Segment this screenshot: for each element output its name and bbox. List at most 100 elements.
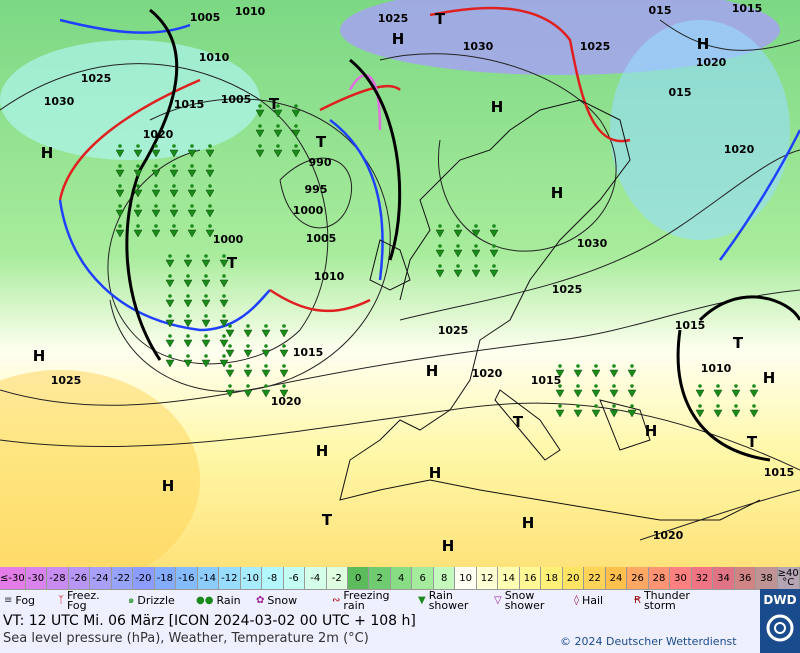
shower-dot (118, 224, 122, 228)
scale-label: 2 (376, 572, 383, 584)
pressure-center: T (269, 95, 280, 113)
legend-item: ●● Rain (192, 595, 246, 606)
scale-label: 34 (717, 572, 730, 584)
pressure-label: 1020 (724, 143, 755, 156)
shower-symbol (151, 189, 161, 198)
scale-label: -26 (70, 572, 88, 584)
legend-item: Ꞧ Thunder storm (630, 590, 700, 611)
shower-symbol (731, 389, 741, 398)
scale-cell: 30 (670, 567, 692, 589)
shower-dot (264, 344, 268, 348)
scale-cell: -18 (154, 567, 177, 589)
shower-symbol (489, 249, 499, 258)
pressure-center: T (513, 413, 524, 431)
shower-dot (204, 294, 208, 298)
shower-dot (186, 294, 190, 298)
legend-item: ✿ Snow (252, 595, 322, 606)
legend-icon: ●● (196, 595, 214, 606)
shower-dot (168, 354, 172, 358)
shower-symbol (243, 329, 253, 338)
scale-cell: -10 (240, 567, 263, 589)
scale-cell: 6 (412, 567, 434, 589)
shower-dot (190, 184, 194, 188)
description: Sea level pressure (hPa), Weather, Tempe… (3, 631, 369, 646)
shower-symbol (165, 279, 175, 288)
pressure-label: 1005 (306, 232, 337, 245)
legend-icon: ◊ (574, 595, 579, 606)
scale-cell: -22 (111, 567, 134, 589)
shower-dot (276, 104, 280, 108)
shower-symbol (183, 299, 193, 308)
shower-dot (190, 164, 194, 168)
shower-symbol (609, 389, 619, 398)
shower-symbol (205, 149, 215, 158)
shower-dot (228, 364, 232, 368)
scale-label: -16 (178, 572, 195, 584)
scale-cell: -16 (176, 567, 198, 589)
shower-symbol (279, 369, 289, 378)
shower-dot (222, 254, 226, 258)
pressure-label: 1030 (44, 95, 75, 108)
shower-dot (282, 344, 286, 348)
scale-cell: -30 (25, 567, 48, 589)
pressure-center: H (316, 442, 329, 460)
shower-symbol (453, 269, 463, 278)
scale-label: -28 (49, 572, 66, 584)
shower-symbol (279, 349, 289, 358)
shower-symbol (219, 319, 229, 328)
shower-dot (208, 144, 212, 148)
shower-symbol (243, 389, 253, 398)
shower-symbol (261, 369, 271, 378)
shower-dot (118, 164, 122, 168)
shower-symbol (273, 129, 283, 138)
pressure-label: 1015 (764, 466, 795, 479)
pressure-label: 1020 (143, 128, 174, 141)
shower-symbol (261, 349, 271, 358)
legend-item: ▽ Snow shower (490, 590, 564, 611)
scale-label: ≤-30 (0, 572, 25, 584)
pressure-label: 1015 (293, 346, 324, 359)
shower-dot (186, 274, 190, 278)
pressure-center: H (551, 184, 564, 202)
shower-symbol (435, 229, 445, 238)
shower-symbol (573, 369, 583, 378)
pressure-label: 1020 (696, 56, 727, 69)
scale-label: 16 (523, 572, 537, 584)
shower-symbol (169, 189, 179, 198)
shower-symbol (591, 409, 601, 418)
shower-symbol (731, 409, 741, 418)
pressure-center: T (227, 254, 238, 272)
shower-symbol (255, 129, 265, 138)
scale-cell: -26 (68, 567, 91, 589)
scale-label: 22 (588, 572, 601, 584)
scale-cell: 12 (476, 567, 499, 589)
shower-dot (154, 184, 158, 188)
legend-icon: ๑ (128, 595, 135, 606)
scale-cell: 14 (498, 567, 520, 589)
pressure-center: H (392, 30, 405, 48)
shower-symbol (201, 259, 211, 268)
shower-symbol (205, 169, 215, 178)
scale-label: -8 (267, 572, 278, 584)
shower-symbol (183, 259, 193, 268)
shower-dot (190, 144, 194, 148)
shower-dot (558, 404, 562, 408)
shower-dot (246, 364, 250, 368)
shower-symbol (165, 259, 175, 268)
shower-symbol (291, 109, 301, 118)
shower-symbol (243, 369, 253, 378)
pressure-label: 1010 (199, 51, 230, 64)
shower-symbol (115, 189, 125, 198)
pressure-center: T (322, 511, 333, 529)
legend-icon: ≡ (4, 595, 13, 606)
scale-cell: -8 (262, 567, 284, 589)
pressure-center: H (491, 98, 504, 116)
shower-dot (612, 384, 616, 388)
shower-symbol (133, 169, 143, 178)
shower-symbol (261, 389, 271, 398)
shower-dot (208, 184, 212, 188)
shower-dot (172, 184, 176, 188)
scale-label: 14 (502, 572, 515, 584)
shower-dot (172, 144, 176, 148)
shower-dot (492, 244, 496, 248)
